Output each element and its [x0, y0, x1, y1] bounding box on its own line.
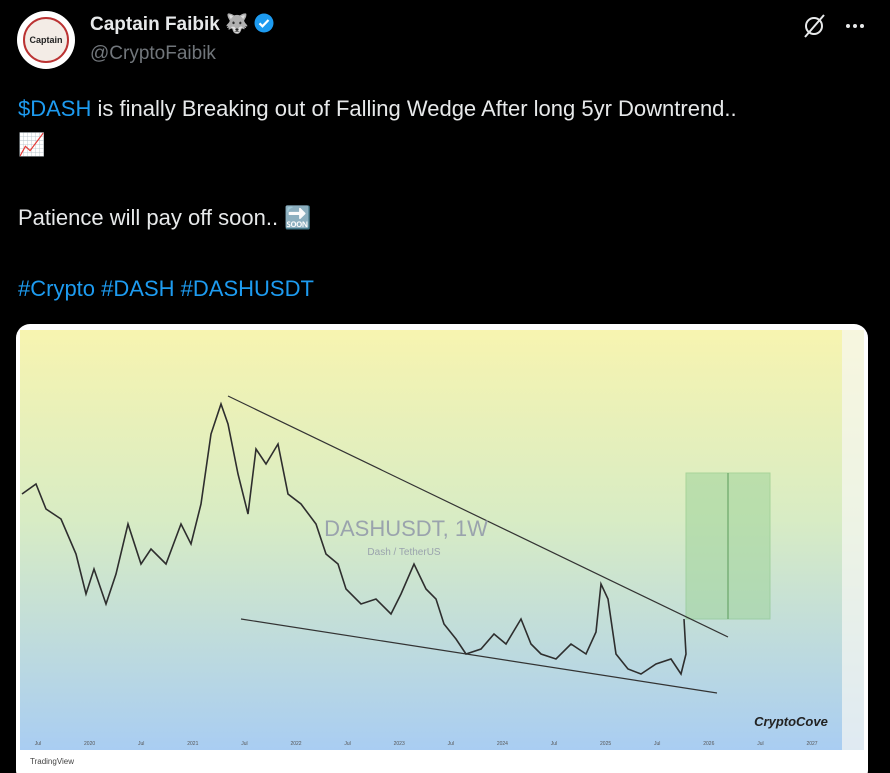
tweet-line: $DASH is finally Breaking out of Falling… [18, 96, 737, 122]
hashtag[interactable]: #DASH [101, 276, 175, 301]
tweet-line: Patience will pay off soon.. 🔜 [18, 205, 312, 231]
x-axis-label: Jul [757, 741, 763, 747]
x-axis-label: 2027 [806, 741, 817, 747]
hashtag[interactable]: #DASHUSDT [180, 276, 314, 301]
hashtags: #Crypto #DASH #DASHUSDT [18, 276, 314, 302]
footer: TradingView [30, 757, 74, 766]
text: is finally Breaking out of Falling Wedge… [97, 96, 737, 121]
x-axis-label: 2023 [394, 741, 405, 747]
handle[interactable]: @CryptoFaibik [90, 43, 216, 64]
x-axis-label: Jul [241, 741, 247, 747]
text: Patience will pay off soon.. [18, 205, 279, 230]
x-axis-label: Jul [551, 741, 557, 747]
x-axis-label: 2026 [703, 741, 714, 747]
watermark: DASHUSDT, 1W [324, 516, 488, 541]
x-axis-label: Jul [138, 741, 144, 747]
x-axis-label: Jul [654, 741, 660, 747]
x-axis-label: 2025 [600, 741, 611, 747]
hashtag[interactable]: #Crypto [18, 276, 96, 301]
badge-emoji: 🐺 [225, 14, 249, 35]
emoji: 📈 [18, 132, 46, 157]
text: Captain Faibik [90, 14, 220, 35]
cashtag[interactable]: $DASH [18, 96, 92, 121]
chart-image[interactable]: DASHUSDT, 1W Dash / TetherUS CryptoCove … [16, 324, 868, 773]
svg-text:Captain: Captain [29, 35, 62, 45]
x-axis-label: Jul [344, 741, 350, 747]
header-icons[interactable] [802, 12, 872, 40]
x-axis-label: 2022 [290, 741, 301, 747]
x-axis-label: 2021 [187, 741, 198, 747]
x-axis-label: Jul [448, 741, 454, 747]
avatar[interactable]: Captain [16, 10, 76, 70]
watermark-sub: Dash / TetherUS [367, 547, 441, 558]
text: 🔜 [284, 205, 312, 230]
brand: CryptoCove [754, 714, 828, 729]
x-axis-label: 2024 [497, 741, 508, 747]
x-axis-label: 2020 [84, 741, 95, 747]
x-axis-label: Jul [35, 741, 41, 747]
verified-badge [254, 13, 274, 33]
display-name[interactable]: Captain Faibik 🐺 [90, 12, 274, 36]
